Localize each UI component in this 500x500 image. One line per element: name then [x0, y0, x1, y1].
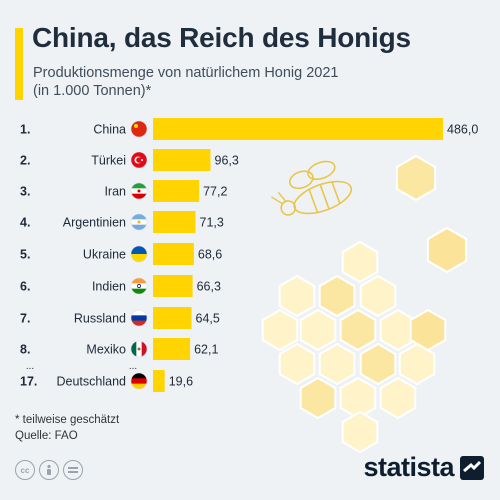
value-label: 66,3	[197, 280, 221, 294]
value-label: 62,1	[194, 343, 218, 357]
bar	[153, 149, 211, 171]
cc-icon[interactable]: cc	[15, 460, 35, 480]
value-label: 64,5	[196, 312, 220, 326]
value-label: 68,6	[198, 248, 222, 262]
honeycomb-icon	[409, 308, 447, 352]
bar	[153, 338, 191, 360]
rank-label: 17.	[20, 375, 37, 389]
category-label: Indien	[92, 280, 126, 294]
source: Quelle: FAO	[15, 430, 78, 442]
bar-row: 2. Türkei 96,3	[20, 149, 239, 171]
honeycomb-icon	[341, 410, 379, 454]
bee-icon	[271, 160, 353, 216]
subtitle-line-2: (in 1.000 Tonnen)*	[33, 83, 152, 99]
honeycomb-icon	[299, 376, 337, 420]
honeycomb-icon	[261, 308, 299, 352]
bar	[153, 370, 165, 392]
value-label: 486,0	[447, 123, 478, 137]
category-label: Mexiko	[86, 343, 126, 357]
flag-ukraine-icon	[130, 245, 148, 263]
subtitle-line-1: Produktionsmenge von natürlichem Honig 2…	[33, 65, 339, 81]
value-label: 19,6	[169, 375, 193, 389]
statista-brand[interactable]: statista	[363, 452, 484, 483]
bar	[153, 211, 196, 233]
ellipsis-rows: ......	[26, 361, 137, 372]
honeycomb-icon	[278, 342, 316, 386]
bar-row: 6. Indien 66,3	[20, 275, 221, 297]
rank-label: 3.	[20, 185, 30, 199]
bar-row: 8. Mexiko 62,1	[20, 338, 218, 360]
rank-label: 7.	[20, 312, 30, 326]
flag-china-icon	[130, 120, 148, 138]
rank-label: 1.	[20, 123, 30, 137]
bar-row: 3. Iran 77,2	[20, 180, 227, 202]
license-icons: cc	[15, 460, 83, 480]
bar	[153, 180, 200, 202]
no-derivatives-icon[interactable]	[63, 460, 83, 480]
honeycomb-icon	[339, 308, 377, 352]
value-label: 71,3	[200, 216, 224, 230]
rank-label: 4.	[20, 216, 30, 230]
rank-label: 6.	[20, 280, 30, 294]
value-label: 77,2	[203, 185, 227, 199]
category-label: Russland	[74, 312, 126, 326]
flag-argentina-icon	[130, 213, 148, 231]
bar	[153, 307, 192, 329]
bar-rows: 1. China 486,0 2. Türkei 96,3 3. Iran 77,2 4. Arge…	[20, 118, 478, 392]
flag-mexico-icon	[130, 340, 148, 358]
flag-russia-icon	[130, 309, 148, 327]
bar-row: 7. Russland 64,5	[20, 307, 220, 329]
honeycomb-icon	[426, 226, 468, 274]
honeycomb-icon	[341, 240, 379, 284]
flag-turkey-icon	[130, 151, 148, 169]
attribution-icon[interactable]	[39, 460, 59, 480]
honeycomb-icon	[339, 376, 377, 420]
honeycomb-decoration	[261, 154, 468, 454]
honeycomb-icon	[318, 342, 356, 386]
category-label: Ukraine	[83, 248, 126, 262]
title-accent-bar	[15, 28, 23, 100]
category-label: Türkei	[91, 154, 126, 168]
chart-title: China, das Reich des Honigs	[32, 22, 411, 53]
bar-row: 4. Argentinien 71,3	[20, 211, 224, 233]
honeycomb-icon	[318, 274, 356, 318]
ellipsis: ...	[26, 361, 34, 372]
bar-row: 5. Ukraine 68,6	[20, 243, 222, 265]
footnote-block: * teilweise geschätzt Quelle: FAO	[15, 412, 119, 444]
statista-logo-icon	[460, 455, 484, 480]
flag-iran-icon	[130, 182, 148, 200]
flag-germany-icon	[130, 372, 148, 390]
ellipsis: ...	[129, 361, 137, 372]
chart-subtitle: Produktionsmenge von natürlichem Honig 2…	[33, 64, 473, 100]
rank-label: 2.	[20, 154, 30, 168]
honeycomb-icon	[379, 376, 417, 420]
honeycomb-icon	[398, 342, 436, 386]
bar-row: 17. Deutschland 19,6	[20, 370, 193, 392]
footnote: * teilweise geschätzt	[15, 414, 120, 426]
honeycomb-icon	[299, 308, 337, 352]
category-label: Iran	[104, 185, 126, 199]
category-label: China	[93, 123, 126, 137]
category-label: Argentinien	[63, 216, 126, 230]
honeycomb-icon	[278, 274, 316, 318]
rank-label: 8.	[20, 343, 30, 357]
rank-label: 5.	[20, 248, 30, 262]
bar-row: 1. China 486,0	[20, 118, 478, 140]
bar	[153, 275, 193, 297]
honeycomb-icon	[359, 274, 397, 318]
flag-india-icon	[130, 277, 148, 295]
bar	[153, 118, 443, 140]
bar	[153, 243, 194, 265]
value-label: 96,3	[215, 154, 239, 168]
honeycomb-icon	[395, 154, 437, 202]
brand-name: statista	[363, 452, 454, 482]
honeycomb-icon	[359, 342, 397, 386]
category-label: Deutschland	[57, 375, 127, 389]
